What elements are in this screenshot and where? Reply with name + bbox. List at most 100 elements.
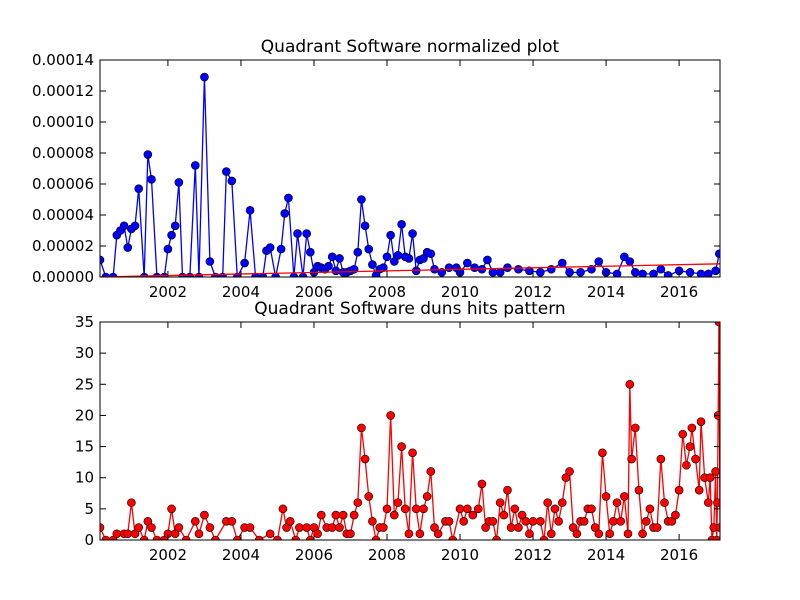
marker [714,249,720,259]
marker [612,498,622,507]
marker [174,178,184,187]
y-tick-label: 0.00000 [32,268,94,286]
y-tick-label: 0.00012 [32,82,94,100]
marker [408,448,417,458]
marker [547,264,556,274]
marker [379,263,388,273]
marker [652,523,662,532]
marker [397,442,406,451]
marker [625,379,635,389]
marker [609,517,618,526]
marker [382,504,392,514]
marker [147,175,156,184]
marker [547,529,556,539]
y-tick-label: 0 [84,531,94,549]
marker [714,322,720,327]
marker [685,442,695,451]
x-tick-label: 2008 [368,546,406,564]
marker [713,498,720,507]
marker [712,535,720,540]
marker [612,269,622,277]
series-line [100,263,720,277]
marker [327,523,337,532]
x-tick-label: 2010 [441,546,479,564]
marker [293,229,302,238]
marker [473,504,483,514]
y-tick-label: 0.00010 [32,113,94,131]
marker [245,523,255,532]
marker [468,510,478,520]
marker [134,523,144,532]
marker [265,243,275,252]
marker [400,504,410,514]
y-tick-label: 35 [75,313,94,331]
marker [200,510,209,520]
marker [514,264,523,274]
marker [705,473,715,483]
marker [306,247,315,257]
marker [470,263,479,273]
marker [616,517,625,526]
marker [174,523,184,532]
marker [426,249,436,259]
marker [100,255,105,265]
marker [313,529,322,539]
marker [205,257,215,266]
marker [119,221,129,231]
marker [459,517,468,526]
marker [492,535,501,540]
x-tick-label: 2010 [441,283,479,301]
marker [685,268,695,277]
marker [227,517,237,526]
marker [715,523,720,532]
marker [404,529,414,539]
marker [483,255,492,265]
marker [200,72,209,82]
marker [444,263,454,273]
marker [704,269,713,277]
marker [649,269,658,277]
marker [291,535,301,540]
marker [579,517,589,526]
marker [123,243,133,252]
y-tick-label: 0.00002 [32,237,94,255]
marker [656,454,666,464]
marker [134,184,144,193]
marker [191,517,200,526]
y-tick-label: 20 [75,406,94,424]
marker [143,150,153,159]
marker [194,529,204,539]
marker [463,258,472,268]
series-line [100,322,720,540]
marker [335,254,344,263]
chart-title: Quadrant Software normalized plot [261,37,560,57]
marker [663,271,673,277]
marker [100,523,105,532]
marker [477,479,487,489]
y-tick-label: 0.00008 [32,144,94,162]
marker [386,230,395,240]
marker [331,266,341,276]
x-tick-label: 2002 [149,283,187,301]
marker [222,167,231,176]
axes-frame [99,59,721,278]
marker [463,504,472,514]
marker [687,423,697,433]
marker [205,523,215,532]
marker [557,498,567,507]
marker [682,460,691,470]
marker [587,504,596,514]
marker [528,517,538,526]
marker [419,504,428,514]
y-tick-label: 0.00006 [32,175,94,193]
marker [565,268,574,277]
marker [625,257,635,266]
y-tick-label: 30 [75,344,94,362]
x-tick-label: 2014 [587,283,625,301]
marker [167,230,176,240]
marker [306,535,315,540]
marker [191,161,200,170]
marker [415,529,425,539]
marker [232,535,242,540]
